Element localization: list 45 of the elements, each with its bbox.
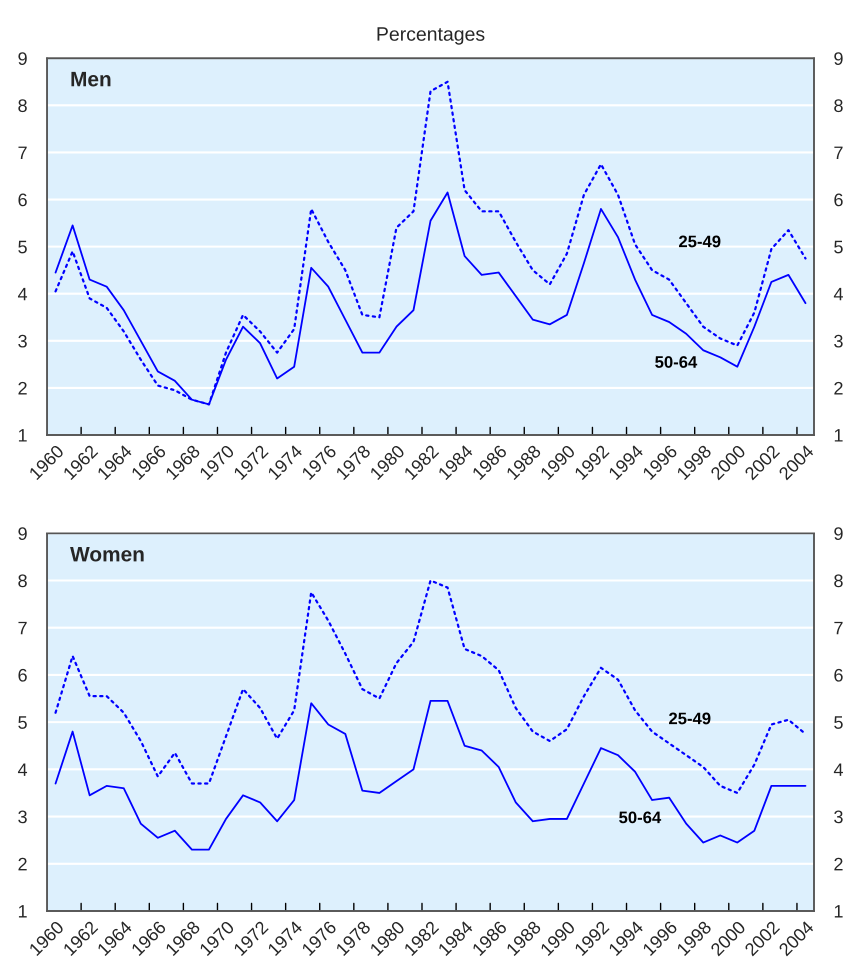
y2-tick-label: 1 (834, 905, 843, 918)
y2-tick-label: 5 (834, 240, 843, 254)
y2-tick-label: 8 (834, 99, 843, 112)
y-tick-label: 6 (18, 668, 27, 682)
y-tick-label: 1 (18, 429, 27, 442)
y-tick-label: 9 (18, 52, 27, 65)
y-tick-label: 9 (18, 527, 27, 540)
y-tick-label: 3 (18, 810, 27, 824)
y2-tick-label: 3 (834, 810, 843, 824)
y-tick-label: 5 (18, 716, 27, 729)
series-label: 50-64 (619, 812, 662, 824)
y-tick-label: 6 (18, 193, 27, 206)
y2-tick-label: 9 (834, 52, 843, 65)
text: Men (71, 72, 110, 86)
y2-tick-label: 5 (834, 716, 843, 729)
y-tick-label: 7 (18, 622, 27, 634)
series-label: 50-64 (655, 356, 698, 368)
y-tick-label: 3 (18, 334, 27, 348)
y2-tick-label: 4 (834, 763, 843, 776)
y2-tick-label: 8 (834, 574, 843, 588)
text: Women (70, 546, 144, 562)
y-tick-label: 8 (18, 574, 27, 588)
y-tick-label: 4 (18, 763, 28, 776)
y2-tick-label: 4 (834, 288, 843, 300)
y-tick-label: 7 (18, 146, 27, 159)
y2-tick-label: 2 (834, 858, 843, 870)
line-series (54, 700, 806, 851)
y-tick-label: 2 (18, 858, 27, 870)
y2-tick-label: 9 (834, 527, 843, 540)
y2-tick-label: 7 (834, 622, 843, 634)
y2-tick-label: 6 (834, 193, 843, 206)
y2-tick-label: 6 (834, 668, 843, 682)
series-label: 25-49 (669, 712, 710, 724)
line-series (54, 579, 807, 794)
y-tick-label: 8 (18, 99, 27, 112)
text: Percentages (378, 27, 484, 45)
series-label: 25-49 (678, 236, 720, 248)
y2-tick-label: 1 (834, 429, 843, 442)
y2-tick-label: 3 (834, 334, 843, 348)
y-tick-label: 4 (18, 288, 28, 300)
y-tick-label: 2 (18, 382, 27, 394)
y-tick-label: 1 (18, 905, 27, 918)
y-tick-label: 5 (18, 240, 27, 254)
y2-tick-label: 2 (834, 382, 843, 394)
y2-tick-label: 7 (834, 146, 843, 159)
